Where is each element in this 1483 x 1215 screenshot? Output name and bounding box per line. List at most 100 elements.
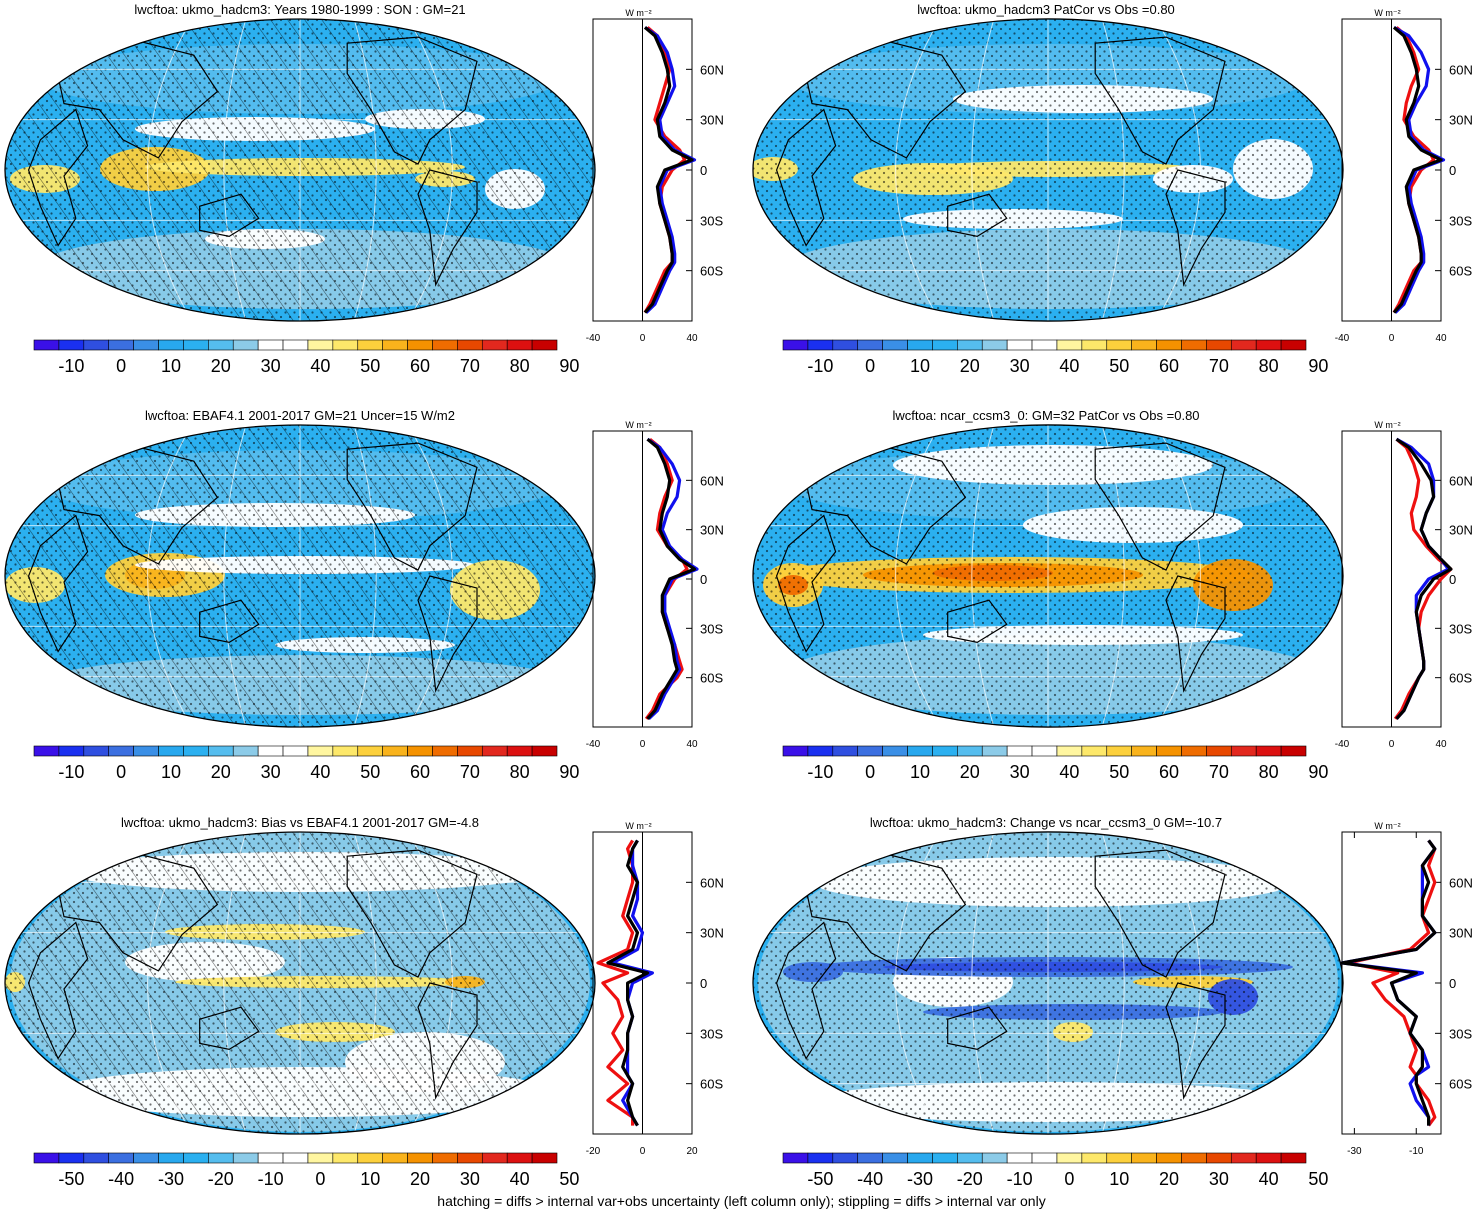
colorbar-label: -10 [58, 762, 84, 782]
x-tick-label: -40 [586, 333, 601, 344]
coastline [199, 1006, 260, 1051]
colorbar-box [257, 1152, 284, 1164]
colorbar: -50 -40 -30 -20 -10 0 10 20 30 40 50 [33, 1152, 579, 1189]
colorbar-label: 90 [559, 356, 579, 376]
colorbar-box [282, 1152, 309, 1164]
colorbar-box [1156, 1152, 1182, 1164]
colorbar-label: 40 [310, 762, 330, 782]
colorbar-label: -20 [957, 1169, 983, 1189]
colorbar-box [1206, 745, 1232, 757]
coastline [417, 575, 478, 693]
map-field [753, 831, 1343, 1135]
colorbar-label: 0 [315, 1169, 325, 1189]
colorbar-label: 60 [1159, 356, 1179, 376]
colorbar-label: 0 [116, 356, 126, 376]
colorbar-label: 70 [460, 356, 480, 376]
colorbar-box [1056, 339, 1083, 351]
colorbar-box [957, 745, 983, 757]
zonal-series-line [1393, 437, 1453, 720]
colorbar-box [1031, 339, 1058, 351]
graticule-lon [1155, 18, 1201, 322]
zonal-series-line [1392, 26, 1443, 314]
graticule-lon [407, 425, 453, 727]
colorbar-box [807, 1152, 834, 1164]
colorbar-label: 20 [410, 1169, 430, 1189]
coastline [417, 982, 478, 1100]
coastline [1094, 442, 1226, 571]
colorbar-box [1156, 339, 1182, 351]
colorbar-box [307, 1152, 334, 1164]
colorbar-box [1181, 1152, 1207, 1164]
zonal-series-line [1340, 839, 1437, 1126]
colorbar-box [407, 339, 433, 351]
coastline [27, 108, 89, 247]
colorbar-box [183, 1152, 209, 1164]
zonal-series-line [1395, 437, 1453, 720]
lat-tick-label: 0 [1449, 163, 1456, 178]
coastline [27, 514, 89, 653]
colorbar-label: 10 [161, 762, 181, 782]
panel-title: lwcftoa: ncar_ccsm3_0: GM=32 PatCor vs O… [892, 408, 1199, 423]
colorbar-box [257, 339, 284, 351]
colorbar-label: -20 [208, 1169, 234, 1189]
colorbar-box [332, 745, 359, 757]
panel-5: lwcftoa: ukmo_hadcm3: Bias vs EBAF4.1 20… [4, 815, 724, 1189]
colorbar-box [1255, 1152, 1282, 1164]
lat-tick-label: 30S [700, 213, 723, 228]
coastline [947, 1006, 1008, 1051]
colorbar-label: 30 [1209, 1169, 1229, 1189]
colorbar-label: 70 [1209, 762, 1229, 782]
colorbar-label: -10 [258, 1169, 284, 1189]
colorbar-box [58, 1152, 85, 1164]
colorbar-box [531, 745, 558, 757]
zonal-series-line [606, 839, 650, 1127]
colorbar-box [1081, 1152, 1108, 1164]
coastline [947, 599, 1008, 644]
colorbar-box [1230, 1152, 1257, 1164]
x-tick-label: 40 [1435, 739, 1447, 750]
colorbar-box [857, 745, 883, 757]
coastline [1165, 169, 1226, 287]
graticule-lon [353, 19, 377, 321]
colorbar-label: 60 [410, 356, 430, 376]
colorbar-box [307, 745, 334, 757]
colorbar-box [457, 1152, 483, 1164]
colorbar-box [1255, 339, 1282, 351]
colorbar-label: -10 [807, 356, 833, 376]
colorbar-box [33, 745, 60, 757]
coastline [27, 921, 89, 1060]
colorbar-label: 60 [410, 762, 430, 782]
map-border [4, 18, 596, 322]
colorbar-box [832, 339, 859, 351]
colorbar-box [332, 1152, 359, 1164]
colorbar-box [158, 745, 184, 757]
colorbar-box [382, 745, 408, 757]
colorbar-box [1255, 745, 1282, 757]
zonal-series-line [1340, 839, 1437, 1126]
colorbar-label: 0 [865, 762, 875, 782]
colorbar-label: -10 [58, 356, 84, 376]
colorbar-box [158, 1152, 184, 1164]
coastline [947, 193, 1008, 238]
coastline [1094, 849, 1226, 978]
colorbar-box [1131, 745, 1157, 757]
colorbar-label: 10 [1109, 1169, 1129, 1189]
panel-6: lwcftoa: ukmo_hadcm3: Change vs ncar_ccs… [752, 815, 1473, 1189]
colorbar-box [133, 1152, 159, 1164]
colorbar-box [208, 1152, 234, 1164]
colorbar-label: 80 [1259, 356, 1279, 376]
map-field [753, 18, 1343, 322]
coastline [775, 514, 837, 653]
colorbar-box [1056, 1152, 1083, 1164]
graticule-lon [353, 832, 377, 1134]
colorbar-label: 50 [360, 762, 380, 782]
colorbar-box [1106, 745, 1132, 757]
coastline [346, 442, 478, 571]
x-tick-label: 40 [1435, 333, 1447, 344]
panel-2: lwcftoa: ukmo_hadcm3 PatCor vs Obs =0.80… [752, 2, 1473, 376]
colorbar-label: 10 [910, 356, 930, 376]
graticule-lon [223, 832, 247, 1134]
panel-title: lwcftoa: ukmo_hadcm3: Years 1980-1999 : … [134, 2, 465, 17]
coastline [346, 36, 478, 165]
colorbar-label: 30 [1010, 762, 1030, 782]
